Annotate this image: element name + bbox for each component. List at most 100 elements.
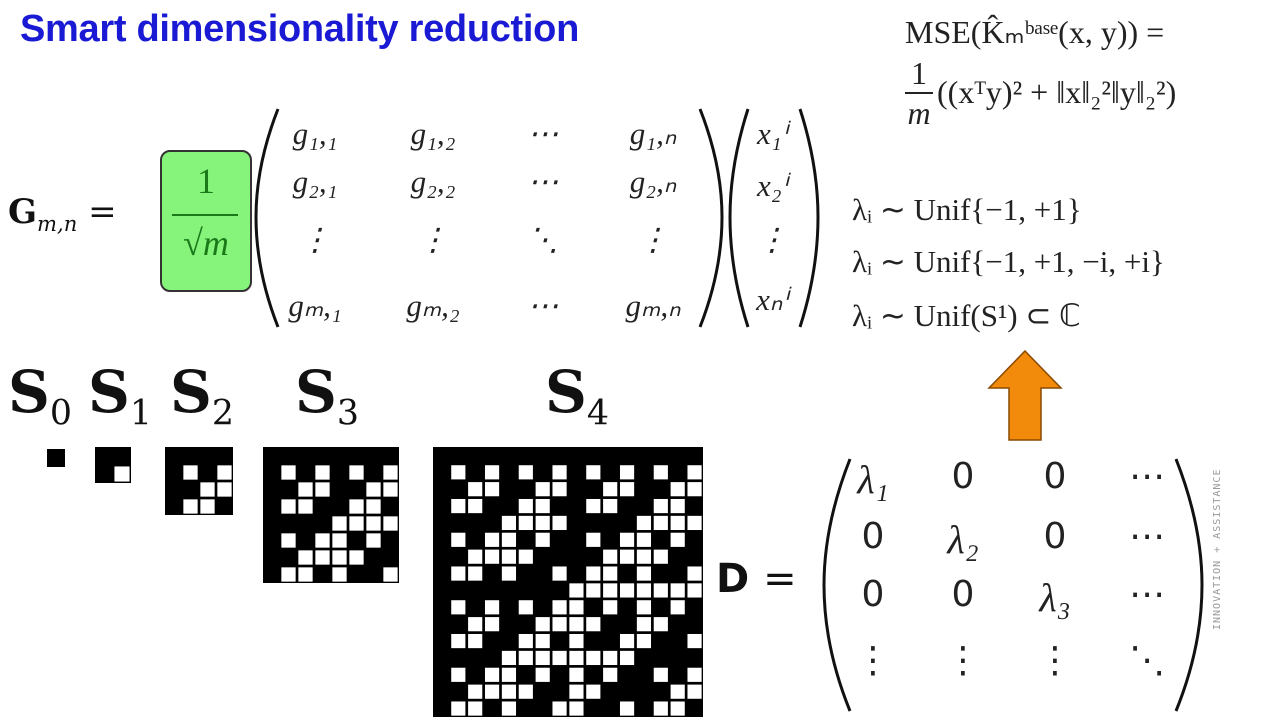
grid-cell-negative (366, 533, 381, 548)
grid-cell-negative (586, 583, 601, 598)
grid-cell-negative (501, 549, 517, 564)
normalization-box (160, 150, 252, 292)
grid-cell-negative (451, 498, 466, 514)
grid-cell-negative (451, 600, 466, 615)
s3-grid (263, 447, 399, 583)
d-cell-2-3: ⋯ (1129, 574, 1165, 615)
grid-cell-negative (569, 583, 584, 598)
d-cell-1-3: ⋯ (1129, 516, 1165, 557)
grid-cell-negative (183, 499, 198, 514)
grid-cell-negative (670, 515, 685, 531)
grid-cell-negative (484, 482, 500, 497)
grid-cell-negative (468, 633, 483, 649)
d-right-paren (1174, 458, 1204, 712)
lambda-dist-1: λᵢ ∼ Unif{−1, +1} (852, 192, 1082, 227)
grid-cell-negative (552, 566, 567, 581)
grid-cell-negative (603, 549, 618, 564)
grid-cell-negative (619, 650, 635, 666)
grid-cell-negative (518, 465, 533, 480)
frac-bar (172, 214, 238, 216)
grid-cell-negative (603, 482, 618, 497)
grid-cell-negative (569, 617, 584, 632)
grid-cell-negative (501, 701, 517, 716)
grid-cell-negative (200, 482, 215, 497)
g-left-paren (254, 108, 280, 328)
g-right-paren (698, 108, 724, 328)
g-cell-3-1: gₘ,₂ (406, 288, 460, 323)
s0-grid (47, 449, 65, 467)
s4-label: S4 (545, 358, 610, 434)
grid-cell-negative (484, 465, 500, 480)
x-cell-0: x₁ⁱ (756, 116, 788, 151)
grid-cell-negative (501, 532, 517, 547)
grid-cell-negative (501, 684, 517, 699)
grid-cell-negative (484, 549, 500, 564)
grid-cell-negative (535, 532, 550, 547)
grid-cell-negative (586, 465, 601, 480)
grid-background (165, 447, 233, 515)
grid-cell-negative (619, 532, 635, 547)
grid-cell-negative (687, 515, 702, 531)
grid-background (47, 449, 65, 467)
grid-cell-negative (501, 566, 517, 581)
grid-cell-negative (298, 482, 313, 497)
grid-cell-negative (501, 650, 517, 666)
grid-cell-negative (315, 533, 330, 548)
d-cell-2-1: 0 (951, 574, 975, 615)
grid-cell-negative (636, 532, 652, 547)
grid-cell-negative (653, 498, 668, 514)
grid-cell-negative (670, 684, 685, 699)
grid-cell-negative (484, 532, 500, 547)
grid-cell-negative (636, 633, 652, 649)
grid-cell-negative (636, 566, 652, 581)
grid-cell-negative (451, 566, 466, 581)
grid-cell-negative (603, 600, 618, 615)
grid-cell-negative (569, 701, 584, 716)
grid-cell-negative (451, 465, 466, 480)
g-equals: = (88, 192, 117, 232)
x-right-paren (798, 108, 820, 328)
up-arrow-icon (987, 349, 1063, 441)
mse-fraction-num: 1 (911, 54, 927, 91)
grid-cell-negative (670, 600, 685, 615)
d-cell-2-2: λ₃ (1039, 575, 1071, 620)
grid-cell-negative (636, 583, 652, 598)
grid-cell-negative (687, 684, 702, 699)
grid-cell-negative (468, 566, 483, 581)
grid-cell-negative (552, 465, 567, 480)
x-cell-1: x₂ⁱ (756, 168, 788, 203)
grid-cell-negative (552, 515, 567, 531)
grid-cell-negative (501, 515, 517, 531)
grid-cell-negative (298, 567, 313, 582)
g-cell-0-3: g₁,ₙ (629, 116, 677, 151)
lambda-dist-2: λᵢ ∼ Unif{−1, +1, −i, +i} (852, 244, 1165, 279)
grid-cell-negative (518, 684, 533, 699)
grid-cell-negative (619, 583, 635, 598)
grid-cell-negative (670, 701, 685, 716)
grid-cell-negative (653, 465, 668, 480)
grid-cell-negative (636, 617, 652, 632)
grid-cell-negative (687, 482, 702, 497)
grid-cell-negative (636, 515, 652, 531)
grid-cell-negative (451, 701, 466, 716)
g-cell-0-2: ⋯ (527, 116, 559, 151)
grid-cell-negative (468, 684, 483, 699)
d-cell-0-2: 0 (1043, 456, 1067, 497)
page-title: Smart dimensionality reduction (20, 8, 579, 50)
grid-cell-negative (636, 600, 652, 615)
frac-den: √m (183, 223, 229, 263)
mse-line-2: 1 m ((xᵀy)² + ‖x‖₂²‖y‖₂²) (905, 57, 1176, 129)
grid-cell-negative (535, 667, 550, 682)
grid-cell-negative (552, 650, 567, 666)
grid-cell-negative (518, 600, 533, 615)
s2-grid (165, 447, 233, 515)
grid-cell-negative (603, 650, 618, 666)
grid-cell-negative (653, 617, 668, 632)
grid-cell-negative (619, 633, 635, 649)
grid-cell-negative (484, 684, 500, 699)
grid-cell-negative (535, 498, 550, 514)
d-cell-1-0: 0 (861, 516, 885, 557)
grid-cell-negative (670, 482, 685, 497)
g-cell-2-1: ⋮ (417, 222, 449, 257)
grid-cell-negative (518, 650, 533, 666)
